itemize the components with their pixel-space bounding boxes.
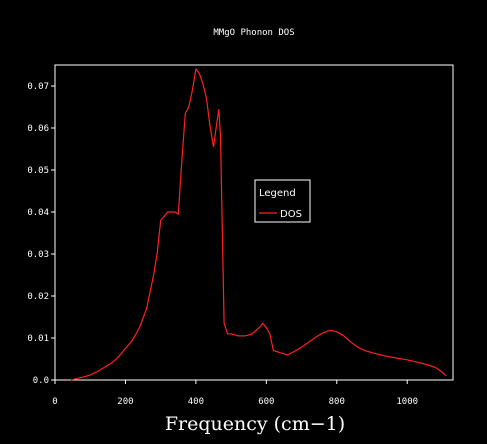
plot-frame	[54, 64, 454, 381]
y-tick-label: 0.02	[27, 292, 49, 302]
y-tick-label: 0.01	[27, 334, 49, 344]
y-tick-label: 0.07	[27, 82, 49, 92]
y-tick-label: 0.04	[27, 208, 49, 218]
legend-title: Legend	[259, 188, 296, 199]
y-tick-label: 0.03	[27, 250, 49, 260]
y-axis: 0.0 0.01 0.02 0.03 0.04 0.05 0.06 0.07	[27, 82, 55, 386]
y-tick-label: 0.0	[33, 376, 49, 386]
chart-title: MMgO Phonon DOS	[213, 28, 294, 38]
x-tick-label: 800	[329, 397, 345, 407]
y-tick-label: 0.06	[27, 124, 49, 134]
x-tick-label: 600	[258, 397, 274, 407]
x-tick-label: 400	[188, 397, 204, 407]
x-tick-label: 0	[52, 397, 57, 407]
x-axis: 0 200 400 600 800 1000	[52, 380, 418, 407]
x-tick-label: 1000	[396, 397, 418, 407]
dos-series-line	[70, 67, 447, 381]
x-axis-label: Frequency (cm−1)	[165, 413, 345, 435]
legend: Legend DOS	[254, 179, 311, 223]
legend-box	[254, 179, 311, 223]
y-tick-label: 0.05	[27, 166, 49, 176]
x-tick-label: 200	[117, 397, 133, 407]
legend-label-dos: DOS	[280, 209, 302, 220]
